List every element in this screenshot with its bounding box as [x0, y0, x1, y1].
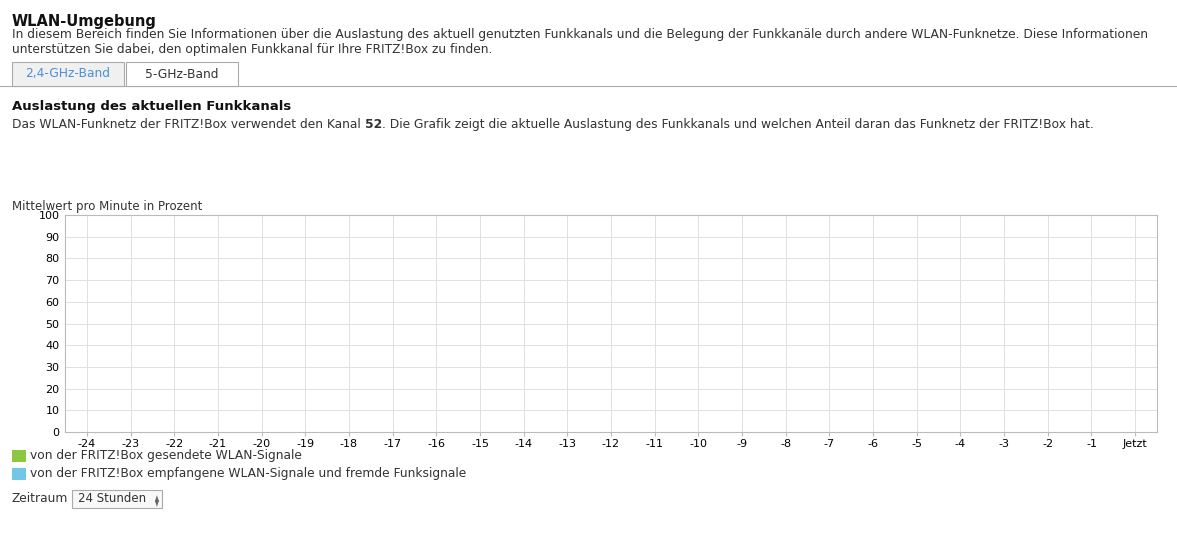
- Text: 5-GHz-Band: 5-GHz-Band: [145, 67, 219, 81]
- Text: 2,4-GHz-Band: 2,4-GHz-Band: [26, 67, 111, 81]
- Text: . Die Grafik zeigt die aktuelle Auslastung des Funkkanals und welchen Anteil dar: . Die Grafik zeigt die aktuelle Auslastu…: [381, 118, 1093, 131]
- Text: 24 Stunden: 24 Stunden: [78, 492, 146, 506]
- Text: WLAN-Umgebung: WLAN-Umgebung: [12, 14, 157, 29]
- Text: In diesem Bereich finden Sie Informationen über die Auslastung des aktuell genut: In diesem Bereich finden Sie Information…: [12, 28, 1148, 41]
- Text: von der FRITZ!Box empfangene WLAN-Signale und fremde Funksignale: von der FRITZ!Box empfangene WLAN-Signal…: [29, 466, 466, 480]
- Text: ◄►: ◄►: [152, 492, 161, 506]
- Text: von der FRITZ!Box gesendete WLAN-Signale: von der FRITZ!Box gesendete WLAN-Signale: [29, 448, 301, 461]
- Text: 52: 52: [365, 118, 381, 131]
- Text: Mittelwert pro Minute in Prozent: Mittelwert pro Minute in Prozent: [12, 200, 202, 213]
- Text: Das WLAN-Funknetz der FRITZ!Box verwendet den Kanal: Das WLAN-Funknetz der FRITZ!Box verwende…: [12, 118, 365, 131]
- Text: Auslastung des aktuellen Funkkanals: Auslastung des aktuellen Funkkanals: [12, 100, 291, 113]
- Text: Zeitraum: Zeitraum: [12, 492, 68, 506]
- Text: unterstützen Sie dabei, den optimalen Funkkanal für Ihre FRITZ!Box zu finden.: unterstützen Sie dabei, den optimalen Fu…: [12, 43, 492, 56]
